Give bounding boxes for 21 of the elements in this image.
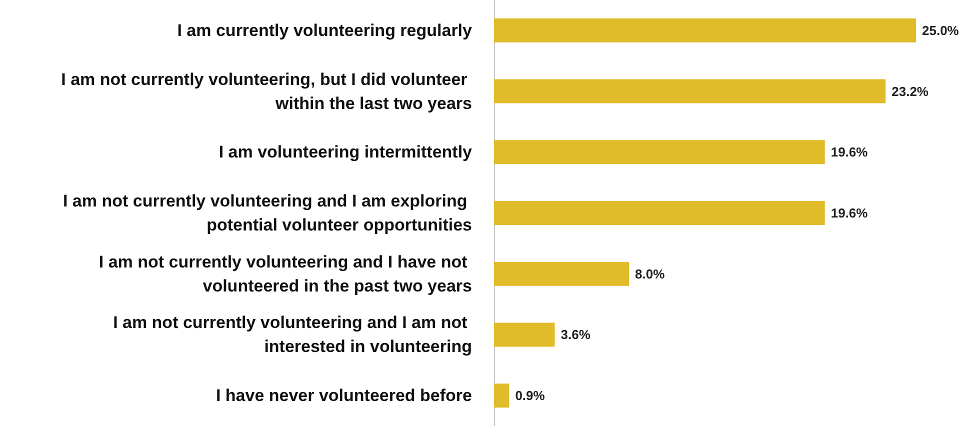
data-label: 8.0% xyxy=(635,266,666,282)
bar xyxy=(494,322,555,347)
y-tick-label: I am not currently volunteering and I am not interested in volunteering xyxy=(113,313,472,356)
data-label: 0.9% xyxy=(515,388,546,404)
y-tick-label: I am volunteering intermittently xyxy=(218,142,473,162)
y-tick-label: I have never volunteered before xyxy=(216,386,472,406)
data-label: 23.2% xyxy=(892,84,929,99)
bar xyxy=(494,18,916,42)
bar xyxy=(494,140,825,164)
data-label: 3.6% xyxy=(560,327,591,342)
data-label: 19.6% xyxy=(830,206,868,220)
bar xyxy=(494,79,886,104)
bar xyxy=(494,262,630,286)
y-tick-label: I am not currently volunteering, but I did volunteer within the last two years xyxy=(61,70,472,113)
bar xyxy=(494,384,510,408)
data-label: 19.6% xyxy=(830,144,868,160)
y-tick-label: I am not currently volunteering and I am exploring potential volunteer opportunities xyxy=(62,192,472,234)
y-tick-label: I am not currently volunteering and I have not volunteered in the past two years xyxy=(98,252,472,296)
data-label: 25.0% xyxy=(922,22,960,38)
bar xyxy=(494,201,825,225)
y-tick-label: I am currently volunteering regularly xyxy=(177,20,473,40)
